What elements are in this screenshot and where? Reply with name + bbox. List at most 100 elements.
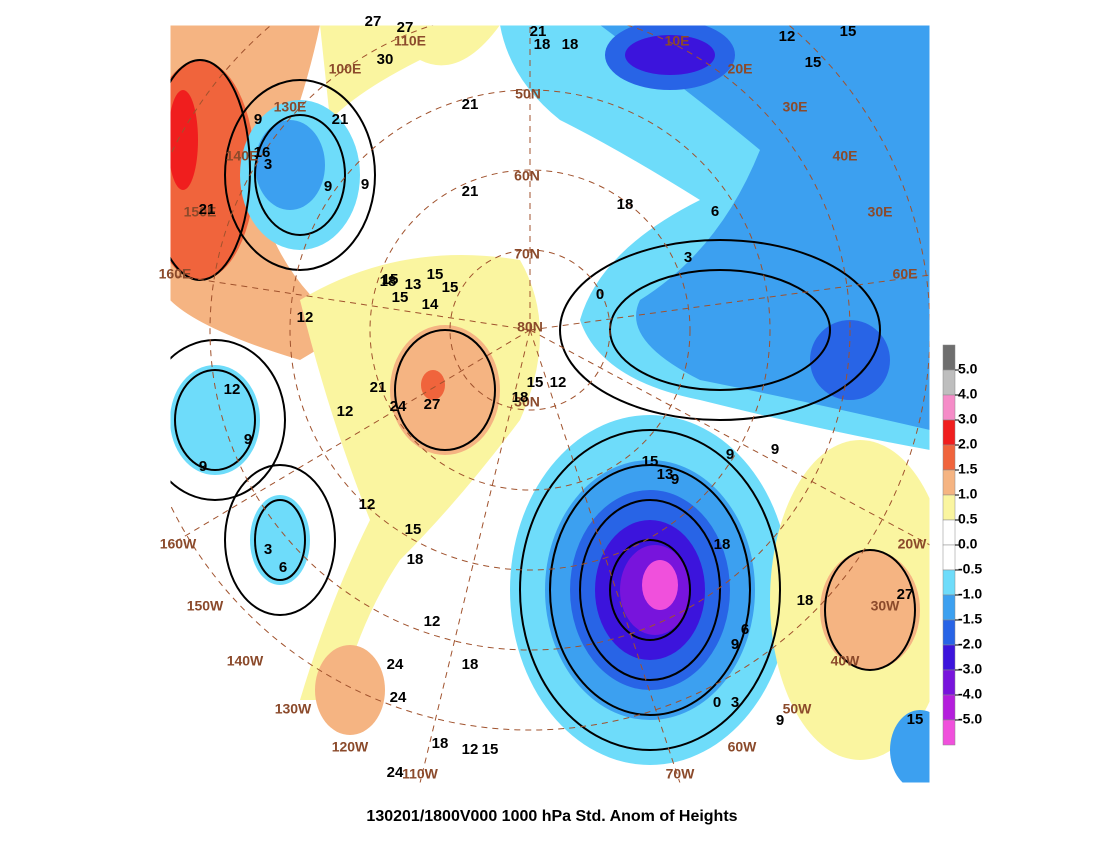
graticule-label: 40E: [833, 148, 858, 164]
graticule-label: 150W: [187, 598, 224, 614]
graticule-label: 50W: [783, 701, 813, 717]
contour-label: 9: [199, 458, 207, 475]
contour-label: 12: [550, 374, 567, 391]
contour-label: 27: [397, 19, 414, 36]
contour-label: 12: [224, 381, 241, 398]
contour-label: 18: [617, 196, 634, 213]
contour-label: 9: [671, 471, 679, 488]
contour-label: 27: [897, 586, 914, 603]
graticule-label: 160E: [159, 266, 192, 282]
contour-label: 24: [387, 656, 404, 673]
anomaly-region: [170, 365, 260, 475]
contour-label: 9: [361, 176, 369, 193]
contour-label: 15: [442, 279, 459, 296]
graticule-label: 110W: [402, 766, 439, 782]
graticule-label: 10E: [665, 33, 690, 49]
colorbar-label: -4.0: [958, 686, 982, 702]
contour-label: 18: [562, 36, 579, 53]
colorbar-label: 1.5: [958, 461, 978, 477]
graticule-label: 60N: [514, 168, 540, 184]
contour-label: 21: [462, 183, 479, 200]
contour-label: 3: [684, 249, 692, 266]
contour-label: 12: [337, 403, 354, 420]
contour-label: 13: [657, 466, 674, 483]
anomaly-region: [320, 25, 500, 120]
anomaly-region: [890, 710, 930, 783]
contour-label: 3: [264, 156, 272, 173]
colorbar-label: -1.5: [958, 611, 982, 627]
graticule: [170, 25, 930, 783]
colorbar-swatch: [942, 469, 956, 496]
colorbar-swatch: [942, 644, 956, 671]
graticule-label: 110E: [394, 33, 426, 49]
graticule-label: 30N: [514, 394, 540, 410]
contour-label: 3: [731, 694, 739, 711]
anomaly-region: [390, 325, 500, 455]
contour-label: 18: [714, 536, 731, 553]
anomaly-region: [421, 370, 445, 400]
anomaly-region: [250, 495, 310, 585]
contour-label: 9: [324, 178, 332, 195]
anomaly-region: [255, 120, 325, 210]
graticule-label: 80N: [517, 319, 543, 335]
colorbar-swatch: [942, 519, 956, 546]
contour-label: 9: [771, 441, 779, 458]
colorbar-swatch: [942, 669, 956, 696]
contour-label: 24: [387, 764, 404, 781]
colorbar-label: -5.0: [958, 711, 982, 727]
figure-title: 130201/1800V000 1000 hPa Std. Anom of He…: [366, 808, 737, 825]
map-area: [170, 25, 930, 783]
contour-label: 15: [427, 266, 444, 283]
colorbar-swatch: [942, 444, 956, 471]
contour-label: 21: [332, 111, 349, 128]
contour-label: 21: [370, 379, 387, 396]
contour-label: 9: [726, 446, 734, 463]
colorbar-swatch: [942, 719, 956, 746]
contour-label: 0: [713, 694, 721, 711]
contour-label: 18: [407, 551, 424, 568]
contour-label: 27: [365, 13, 382, 30]
contour-label: 18: [380, 273, 397, 290]
anomaly-region: [170, 90, 198, 190]
contour-label: 15: [840, 23, 857, 40]
contour-label: 24: [390, 398, 407, 415]
contour-label: 9: [776, 712, 784, 729]
colorbar-swatch: [942, 419, 956, 446]
graticule-label: 60W: [728, 739, 758, 755]
anomaly-region: [810, 320, 890, 400]
contour-label: 12: [424, 613, 441, 630]
colorbar-swatch: [942, 569, 956, 596]
contour-label: 9: [244, 431, 252, 448]
contour-label: 6: [279, 559, 287, 576]
graticule-label: 50N: [515, 86, 541, 102]
contour-label: 16: [254, 144, 271, 161]
graticule-label: 120W: [332, 739, 369, 755]
colorbar-label: -0.5: [958, 561, 982, 577]
anomaly-region: [820, 550, 920, 670]
anomaly-region: [625, 35, 715, 75]
graticule-label: 150E: [184, 204, 217, 220]
contour-label: 15: [382, 271, 399, 288]
colorbar-label: -1.0: [958, 586, 982, 602]
colorbar-swatch: [942, 544, 956, 571]
contour-label: 9: [731, 636, 739, 653]
contour-label: 21: [199, 201, 216, 218]
contour-label: 6: [711, 203, 719, 220]
contour-label: 18: [462, 656, 479, 673]
contour-label: 15: [907, 711, 924, 728]
contour-label: 24: [390, 689, 407, 706]
contour-label: 12: [359, 496, 376, 513]
colorbar-label: 1.0: [958, 486, 978, 502]
graticule-label: 20W: [898, 536, 928, 552]
graticule-label: 70W: [666, 766, 696, 782]
colorbar-swatch: [942, 619, 956, 646]
contour-label: 30: [377, 51, 394, 68]
anomaly-region: [642, 560, 678, 610]
contour-label: 18: [797, 592, 814, 609]
contour-label: 15: [392, 289, 409, 306]
graticule-label: 140W: [227, 653, 264, 669]
graticule-label: 30E: [783, 99, 808, 115]
graticule-label: 30W: [871, 598, 901, 614]
graticule-label: 130W: [275, 701, 312, 717]
